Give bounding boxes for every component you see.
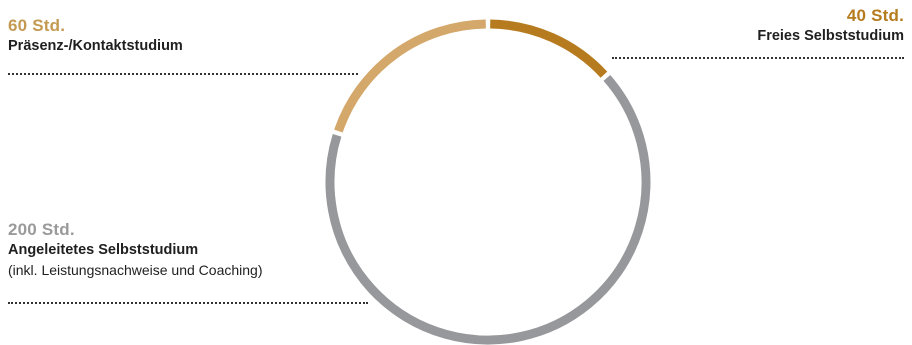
angeleitet-category-label: Angeleitetes Selbststudium	[8, 242, 199, 258]
frei-hours-label: 40 Std.	[846, 6, 904, 25]
angeleitet-sublabel: (inkl. Leistungsnachweise und Coaching)	[8, 262, 263, 278]
legend-frei: 40 Std. Freies Selbststudium	[757, 6, 904, 46]
angeleitet-leader-line	[8, 302, 368, 304]
praesenz-category-label: Präsenz-/Kontaktstudium	[8, 38, 183, 54]
praesenz-hours-label: 60 Std.	[8, 16, 66, 35]
angeleitet-hours-label: 200 Std.	[8, 220, 75, 239]
donut-segment-frei	[490, 19, 608, 78]
donut-segment-praesenz	[334, 19, 486, 133]
frei-leader-line	[612, 57, 904, 59]
donut-segment-angeleitet	[325, 74, 651, 345]
praesenz-leader-line	[8, 73, 358, 75]
legend-praesenz: 60 Std. Präsenz-/Kontaktstudium	[8, 16, 183, 56]
donut-ring	[325, 19, 651, 345]
frei-category-label: Freies Selbststudium	[757, 28, 904, 44]
legend-angeleitet: 200 Std. Angeleitetes Selbststudium (ink…	[8, 220, 262, 280]
